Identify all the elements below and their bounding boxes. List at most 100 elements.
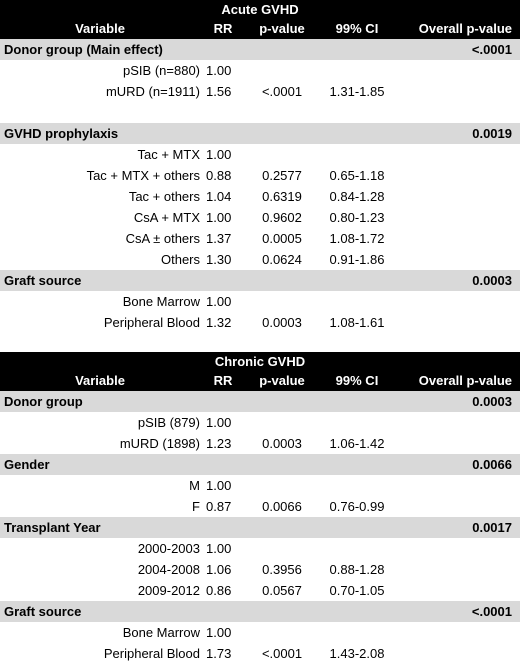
row-variable: mURD (n=1911) bbox=[105, 84, 200, 99]
col-pvalue: p-value bbox=[259, 373, 305, 388]
chronic-gvhd-table: Chronic GVHD Variable RR p-value 99% CI … bbox=[0, 352, 520, 664]
group-row: Donor group (Main effect) <.0001 bbox=[0, 39, 520, 60]
row-ci: 1.06-1.42 bbox=[329, 436, 385, 451]
table-row: Tac + MTX 1.00 bbox=[0, 144, 520, 165]
row-ci: 0.65-1.18 bbox=[329, 168, 385, 183]
row-pvalue: 0.0005 bbox=[262, 231, 302, 246]
col-ci: 99% CI bbox=[335, 21, 379, 36]
col-rr: RR bbox=[213, 21, 233, 36]
row-variable: 2000-2003 bbox=[137, 541, 200, 556]
row-variable: pSIB (879) bbox=[137, 415, 200, 430]
row-variable: M bbox=[189, 478, 200, 493]
row-pvalue: 0.0003 bbox=[262, 315, 302, 330]
group-row: Transplant Year 0.0017 bbox=[0, 517, 520, 538]
row-rr: 1.73 bbox=[206, 646, 232, 661]
row-pvalue: 0.0624 bbox=[262, 252, 302, 267]
table-row: Peripheral Blood 1.73 <.0001 1.43-2.08 bbox=[0, 643, 520, 664]
col-rr: RR bbox=[213, 373, 233, 388]
group-overall-p: 0.0017 bbox=[472, 520, 512, 535]
row-variable: Tac + others bbox=[128, 189, 200, 204]
group-overall-p: 0.0019 bbox=[472, 126, 512, 141]
row-rr: 1.00 bbox=[206, 415, 232, 430]
group-row: Graft source <.0001 bbox=[0, 601, 520, 622]
row-rr: 1.32 bbox=[206, 315, 232, 330]
table-title: Acute GVHD bbox=[0, 0, 520, 19]
col-overall: Overall p-value bbox=[418, 21, 512, 36]
row-variable: CsA ± others bbox=[125, 231, 200, 246]
row-variable: mURD (1898) bbox=[119, 436, 200, 451]
group-name: Donor group (Main effect) bbox=[4, 42, 163, 57]
row-ci: 0.70-1.05 bbox=[329, 583, 385, 598]
header-row: Variable RR p-value 99% CI Overall p-val… bbox=[0, 371, 520, 391]
row-variable: Bone Marrow bbox=[122, 625, 200, 640]
row-rr: 1.00 bbox=[206, 294, 232, 309]
row-ci: 0.88-1.28 bbox=[329, 562, 385, 577]
header-row: Variable RR p-value 99% CI Overall p-val… bbox=[0, 19, 520, 39]
table-row: 2004-2008 1.06 0.3956 0.88-1.28 bbox=[0, 559, 520, 580]
row-rr: 0.88 bbox=[206, 168, 232, 183]
table-row: pSIB (879) 1.00 bbox=[0, 412, 520, 433]
table-row: 2009-2012 0.86 0.0567 0.70-1.05 bbox=[0, 580, 520, 601]
group-overall-p: <.0001 bbox=[471, 42, 512, 57]
row-variable: F bbox=[192, 499, 200, 514]
group-overall-p: 0.0003 bbox=[472, 273, 512, 288]
row-variable: pSIB (n=880) bbox=[123, 63, 200, 78]
group-name: Graft source bbox=[4, 604, 82, 619]
group-name: GVHD prophylaxis bbox=[4, 126, 119, 141]
row-rr: 1.00 bbox=[206, 63, 232, 78]
row-pvalue: <.0001 bbox=[261, 84, 303, 99]
row-rr: 1.00 bbox=[206, 478, 232, 493]
row-rr: 1.00 bbox=[206, 625, 232, 640]
col-variable: Variable bbox=[75, 373, 125, 388]
row-ci: 0.84-1.28 bbox=[329, 189, 385, 204]
row-pvalue: 0.2577 bbox=[262, 168, 302, 183]
group-row: Donor group 0.0003 bbox=[0, 391, 520, 412]
acute-gvhd-table: Acute GVHD Variable RR p-value 99% CI Ov… bbox=[0, 0, 520, 333]
group-overall-p: 0.0003 bbox=[472, 394, 512, 409]
row-ci: 0.80-1.23 bbox=[329, 210, 385, 225]
group-name: Transplant Year bbox=[4, 520, 101, 535]
row-variable: 2004-2008 bbox=[137, 562, 200, 577]
group-row: Graft source 0.0003 bbox=[0, 270, 520, 291]
row-rr: 1.04 bbox=[206, 189, 232, 204]
row-pvalue: <.0001 bbox=[261, 646, 303, 661]
row-variable: Peripheral Blood bbox=[103, 646, 200, 661]
table-row: Others 1.30 0.0624 0.91-1.86 bbox=[0, 249, 520, 270]
row-ci: 0.76-0.99 bbox=[329, 499, 385, 514]
row-pvalue: 0.0066 bbox=[262, 499, 302, 514]
group-name: Gender bbox=[4, 457, 50, 472]
table-row: pSIB (n=880) 1.00 bbox=[0, 60, 520, 81]
row-rr: 1.30 bbox=[206, 252, 232, 267]
table-row: 2000-2003 1.00 bbox=[0, 538, 520, 559]
table-title-text: Chronic GVHD bbox=[214, 354, 306, 369]
table-row: F 0.87 0.0066 0.76-0.99 bbox=[0, 496, 520, 517]
row-variable: Others bbox=[160, 252, 200, 267]
table-row: Bone Marrow 1.00 bbox=[0, 291, 520, 312]
row-rr: 1.00 bbox=[206, 210, 232, 225]
table-row: Tac + MTX + others 0.88 0.2577 0.65-1.18 bbox=[0, 165, 520, 186]
table-row: Peripheral Blood 1.32 0.0003 1.08-1.61 bbox=[0, 312, 520, 333]
table-row: mURD (n=1911) 1.56 <.0001 1.31-1.85 bbox=[0, 81, 520, 102]
row-variable: Tac + MTX + others bbox=[86, 168, 200, 183]
row-ci: 1.08-1.61 bbox=[329, 315, 385, 330]
col-overall: Overall p-value bbox=[418, 373, 512, 388]
table-row: mURD (1898) 1.23 0.0003 1.06-1.42 bbox=[0, 433, 520, 454]
table-row: Tac + others 1.04 0.6319 0.84-1.28 bbox=[0, 186, 520, 207]
table-title: Chronic GVHD bbox=[0, 352, 520, 371]
row-rr: 1.00 bbox=[206, 541, 232, 556]
col-ci: 99% CI bbox=[335, 373, 379, 388]
row-pvalue: 0.6319 bbox=[262, 189, 302, 204]
table-row: Bone Marrow 1.00 bbox=[0, 622, 520, 643]
row-rr: 0.87 bbox=[206, 499, 232, 514]
group-overall-p: 0.0066 bbox=[472, 457, 512, 472]
row-rr: 1.23 bbox=[206, 436, 232, 451]
group-name: Graft source bbox=[4, 273, 82, 288]
col-variable: Variable bbox=[75, 21, 125, 36]
group-name: Donor group bbox=[4, 394, 83, 409]
table-row: CsA ± others 1.37 0.0005 1.08-1.72 bbox=[0, 228, 520, 249]
row-variable: CsA + MTX bbox=[133, 210, 200, 225]
row-variable: 2009-2012 bbox=[137, 583, 200, 598]
col-pvalue: p-value bbox=[259, 21, 305, 36]
group-row: GVHD prophylaxis 0.0019 bbox=[0, 123, 520, 144]
row-pvalue: 0.0567 bbox=[262, 583, 302, 598]
